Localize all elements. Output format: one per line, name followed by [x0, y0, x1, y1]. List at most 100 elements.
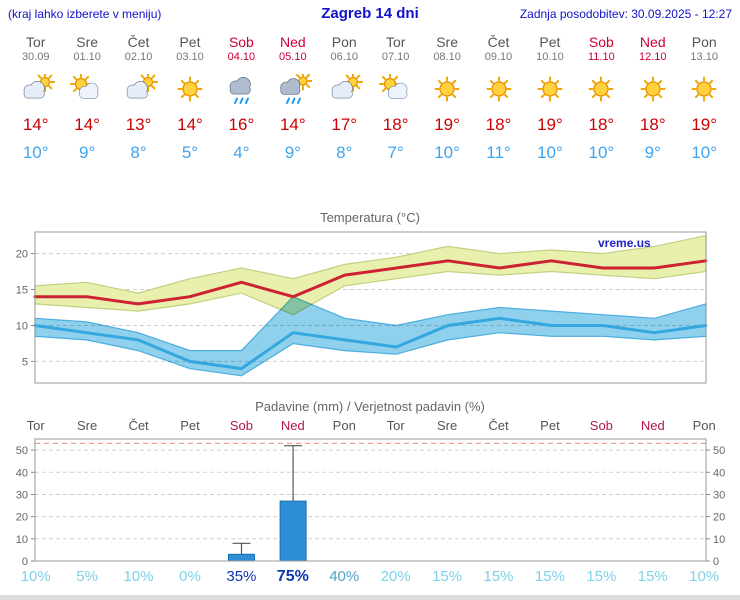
page-title: Zagreb 14 dni [321, 5, 419, 22]
precip-day-label: Sre [436, 418, 458, 433]
precipitation-chart-title: Padavine (mm) / Verjetnost padavin (%) [255, 399, 485, 414]
sun-icon [537, 76, 563, 102]
day-date: 12.10 [639, 51, 667, 63]
day-max-temp: 14° [279, 115, 306, 134]
day-date: 03.10 [176, 51, 204, 63]
day-min-temp: 8° [336, 143, 353, 162]
day-name: Sre [76, 34, 99, 50]
precipitation-chart: 0 0 10 10 20 20 30 30 40 40 50 50 [16, 438, 725, 567]
day-min-temp: 4° [233, 143, 250, 162]
precip-day-label: Tor [386, 418, 405, 433]
day-name: Sob [588, 34, 614, 50]
day-name: Pet [539, 34, 561, 50]
day-icon [164, 64, 215, 110]
day-icon [267, 64, 318, 110]
sun-icon [588, 76, 614, 102]
sun-icon [177, 76, 203, 102]
precip-day-label: Tor [26, 418, 45, 433]
day-max-temp: 13° [125, 115, 152, 134]
day-date: 01.10 [73, 51, 101, 63]
day-date: 05.10 [279, 51, 307, 63]
svg-text:40: 40 [16, 467, 28, 479]
day-date: 10.10 [536, 51, 564, 63]
day-icon [113, 64, 164, 110]
svg-text:10: 10 [713, 534, 725, 546]
svg-text:30: 30 [16, 490, 28, 502]
forecast-day-column: Pon 13.10 19° 10° [678, 34, 729, 166]
day-icon [524, 64, 575, 110]
precip-probability: 15% [586, 568, 617, 585]
day-name: Pon [331, 34, 357, 50]
cloudy-sun-icon [23, 72, 55, 99]
day-icon [216, 64, 267, 110]
day-date: 09.10 [484, 51, 513, 63]
day-date: 11.10 [587, 51, 615, 63]
svg-text:20: 20 [16, 249, 28, 261]
precip-day-label: Čet [488, 418, 509, 433]
svg-text:30: 30 [713, 490, 725, 502]
svg-text:15: 15 [16, 285, 28, 297]
forecast-row: Tor 30.09 14° 10° Sre 01.10 14° 9° Čet 02.10 13° 8°… [0, 34, 740, 166]
precip-probability: 15% [534, 568, 565, 585]
day-name: Čet [127, 34, 150, 50]
cloudy-sun-icon [331, 72, 364, 99]
svg-text:20: 20 [16, 512, 28, 524]
day-max-temp: 17° [331, 115, 358, 134]
sun-icon [434, 76, 460, 102]
precip-probability: 40% [329, 568, 360, 585]
precip-day-label: Sre [77, 418, 98, 433]
day-max-temp: 19° [537, 115, 563, 134]
last-update-text: Zadnja posodobitev: 30.09.2025 - 12:27 [519, 7, 732, 21]
day-name: Pet [179, 34, 201, 50]
menu-hint-text: (kraj lahko izberete v meniju) [8, 7, 162, 21]
precip-day-label: Čet [128, 418, 149, 433]
forecast-day-column: Sre 01.10 14° 9° [61, 34, 112, 166]
day-icon [627, 64, 678, 110]
day-max-temp: 19° [434, 115, 460, 134]
sun-icon [486, 76, 511, 102]
page-header: (kraj lahko izberete v meniju) Zagreb 14… [0, 0, 740, 26]
forecast-day-column: Tor 07.10 18° 7° [370, 34, 421, 166]
day-max-temp: 14° [22, 115, 49, 134]
svg-text:0: 0 [713, 556, 719, 567]
day-date: 30.09 [21, 51, 50, 63]
svg-text:20: 20 [713, 512, 725, 524]
forecast-day-column: Ned 12.10 18° 9° [627, 34, 678, 166]
forecast-day-column: Pet 03.10 14° 5° [164, 34, 215, 166]
rain-sun-icon [280, 71, 313, 104]
precip-probability: 15% [432, 568, 463, 585]
day-date: 02.10 [124, 51, 153, 63]
partly-icon [70, 73, 99, 99]
precip-probability: 10% [123, 568, 154, 585]
day-min-temp: 10° [691, 143, 718, 162]
day-icon [678, 64, 729, 110]
precip-probability: 35% [226, 568, 257, 585]
day-min-temp: 9° [644, 143, 661, 162]
day-min-temp: 10° [22, 143, 49, 162]
day-max-temp: 18° [382, 115, 409, 134]
day-date: 06.10 [330, 51, 358, 63]
forecast-day-column: Čet 02.10 13° 8° [113, 34, 164, 166]
partly-icon [378, 73, 408, 99]
forecast-day-column: Čet 09.10 18° 11° [473, 34, 524, 166]
forecast-day-column: Pet 10.10 19° 10° [524, 34, 575, 166]
day-date: 07.10 [381, 51, 410, 63]
precip-probability: 15% [637, 568, 668, 585]
sun-icon [640, 76, 666, 102]
rain-icon [230, 76, 252, 104]
day-date: 08.10 [433, 51, 461, 63]
day-name: Sre [436, 34, 458, 50]
precip-probability: 75% [276, 568, 309, 585]
watermark: vreme.us [598, 236, 651, 250]
day-min-temp: 11° [486, 143, 511, 162]
forecast-day-column: Ned 05.10 14° 9° [267, 34, 318, 166]
forecast-day-column: Sob 11.10 18° 10° [576, 34, 627, 166]
day-name: Pon [691, 34, 717, 50]
forecast-day-column: Tor 30.09 14° 10° [10, 34, 61, 166]
day-icon [473, 64, 524, 110]
day-min-temp: 9° [79, 143, 96, 162]
day-date: 04.10 [227, 51, 256, 63]
precip-probability: 0% [179, 568, 201, 585]
temperature-chart-title: Temperatura (°C) [320, 210, 420, 225]
day-icon [10, 64, 61, 110]
